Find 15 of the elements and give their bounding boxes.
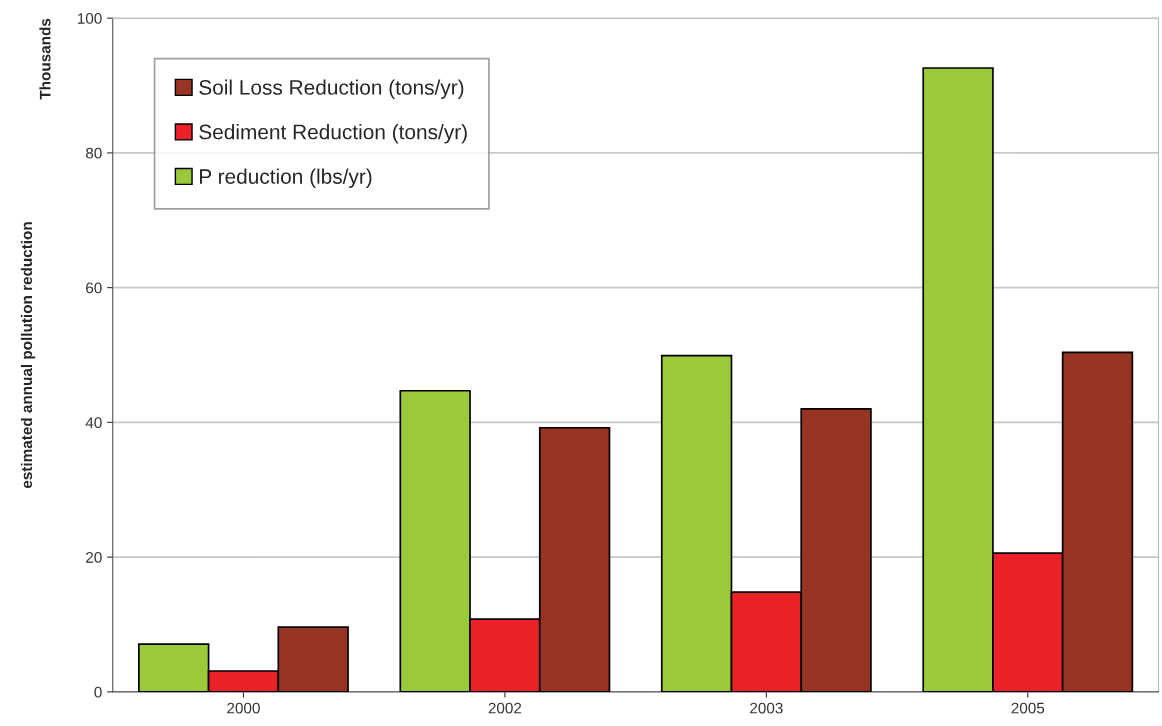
y-tick-label: 20 — [86, 552, 102, 563]
x-tick-label: 2000 — [227, 702, 260, 714]
x-tick-label: 2003 — [750, 702, 783, 714]
text: Thousands — [39, 18, 51, 100]
legend-label: P reduction (lbs/yr) — [200, 168, 372, 188]
legend-label: Soil Loss Reduction (tons/yr) — [199, 79, 464, 99]
x-tick-label: 2005 — [1011, 702, 1045, 714]
y-tick-label: 80 — [85, 147, 102, 159]
y-tick-label: 40 — [85, 417, 102, 429]
y-tick-label: 100 — [77, 13, 102, 24]
y-axis-title: estimated annual pollution reduction — [20, 222, 36, 489]
y-tick-label: 0 — [94, 686, 102, 698]
x-tick-label: 2002 — [488, 702, 522, 714]
legend-label: Sediment Reduction (tons/yr) — [199, 124, 467, 144]
y-tick-label: 60 — [86, 282, 102, 294]
